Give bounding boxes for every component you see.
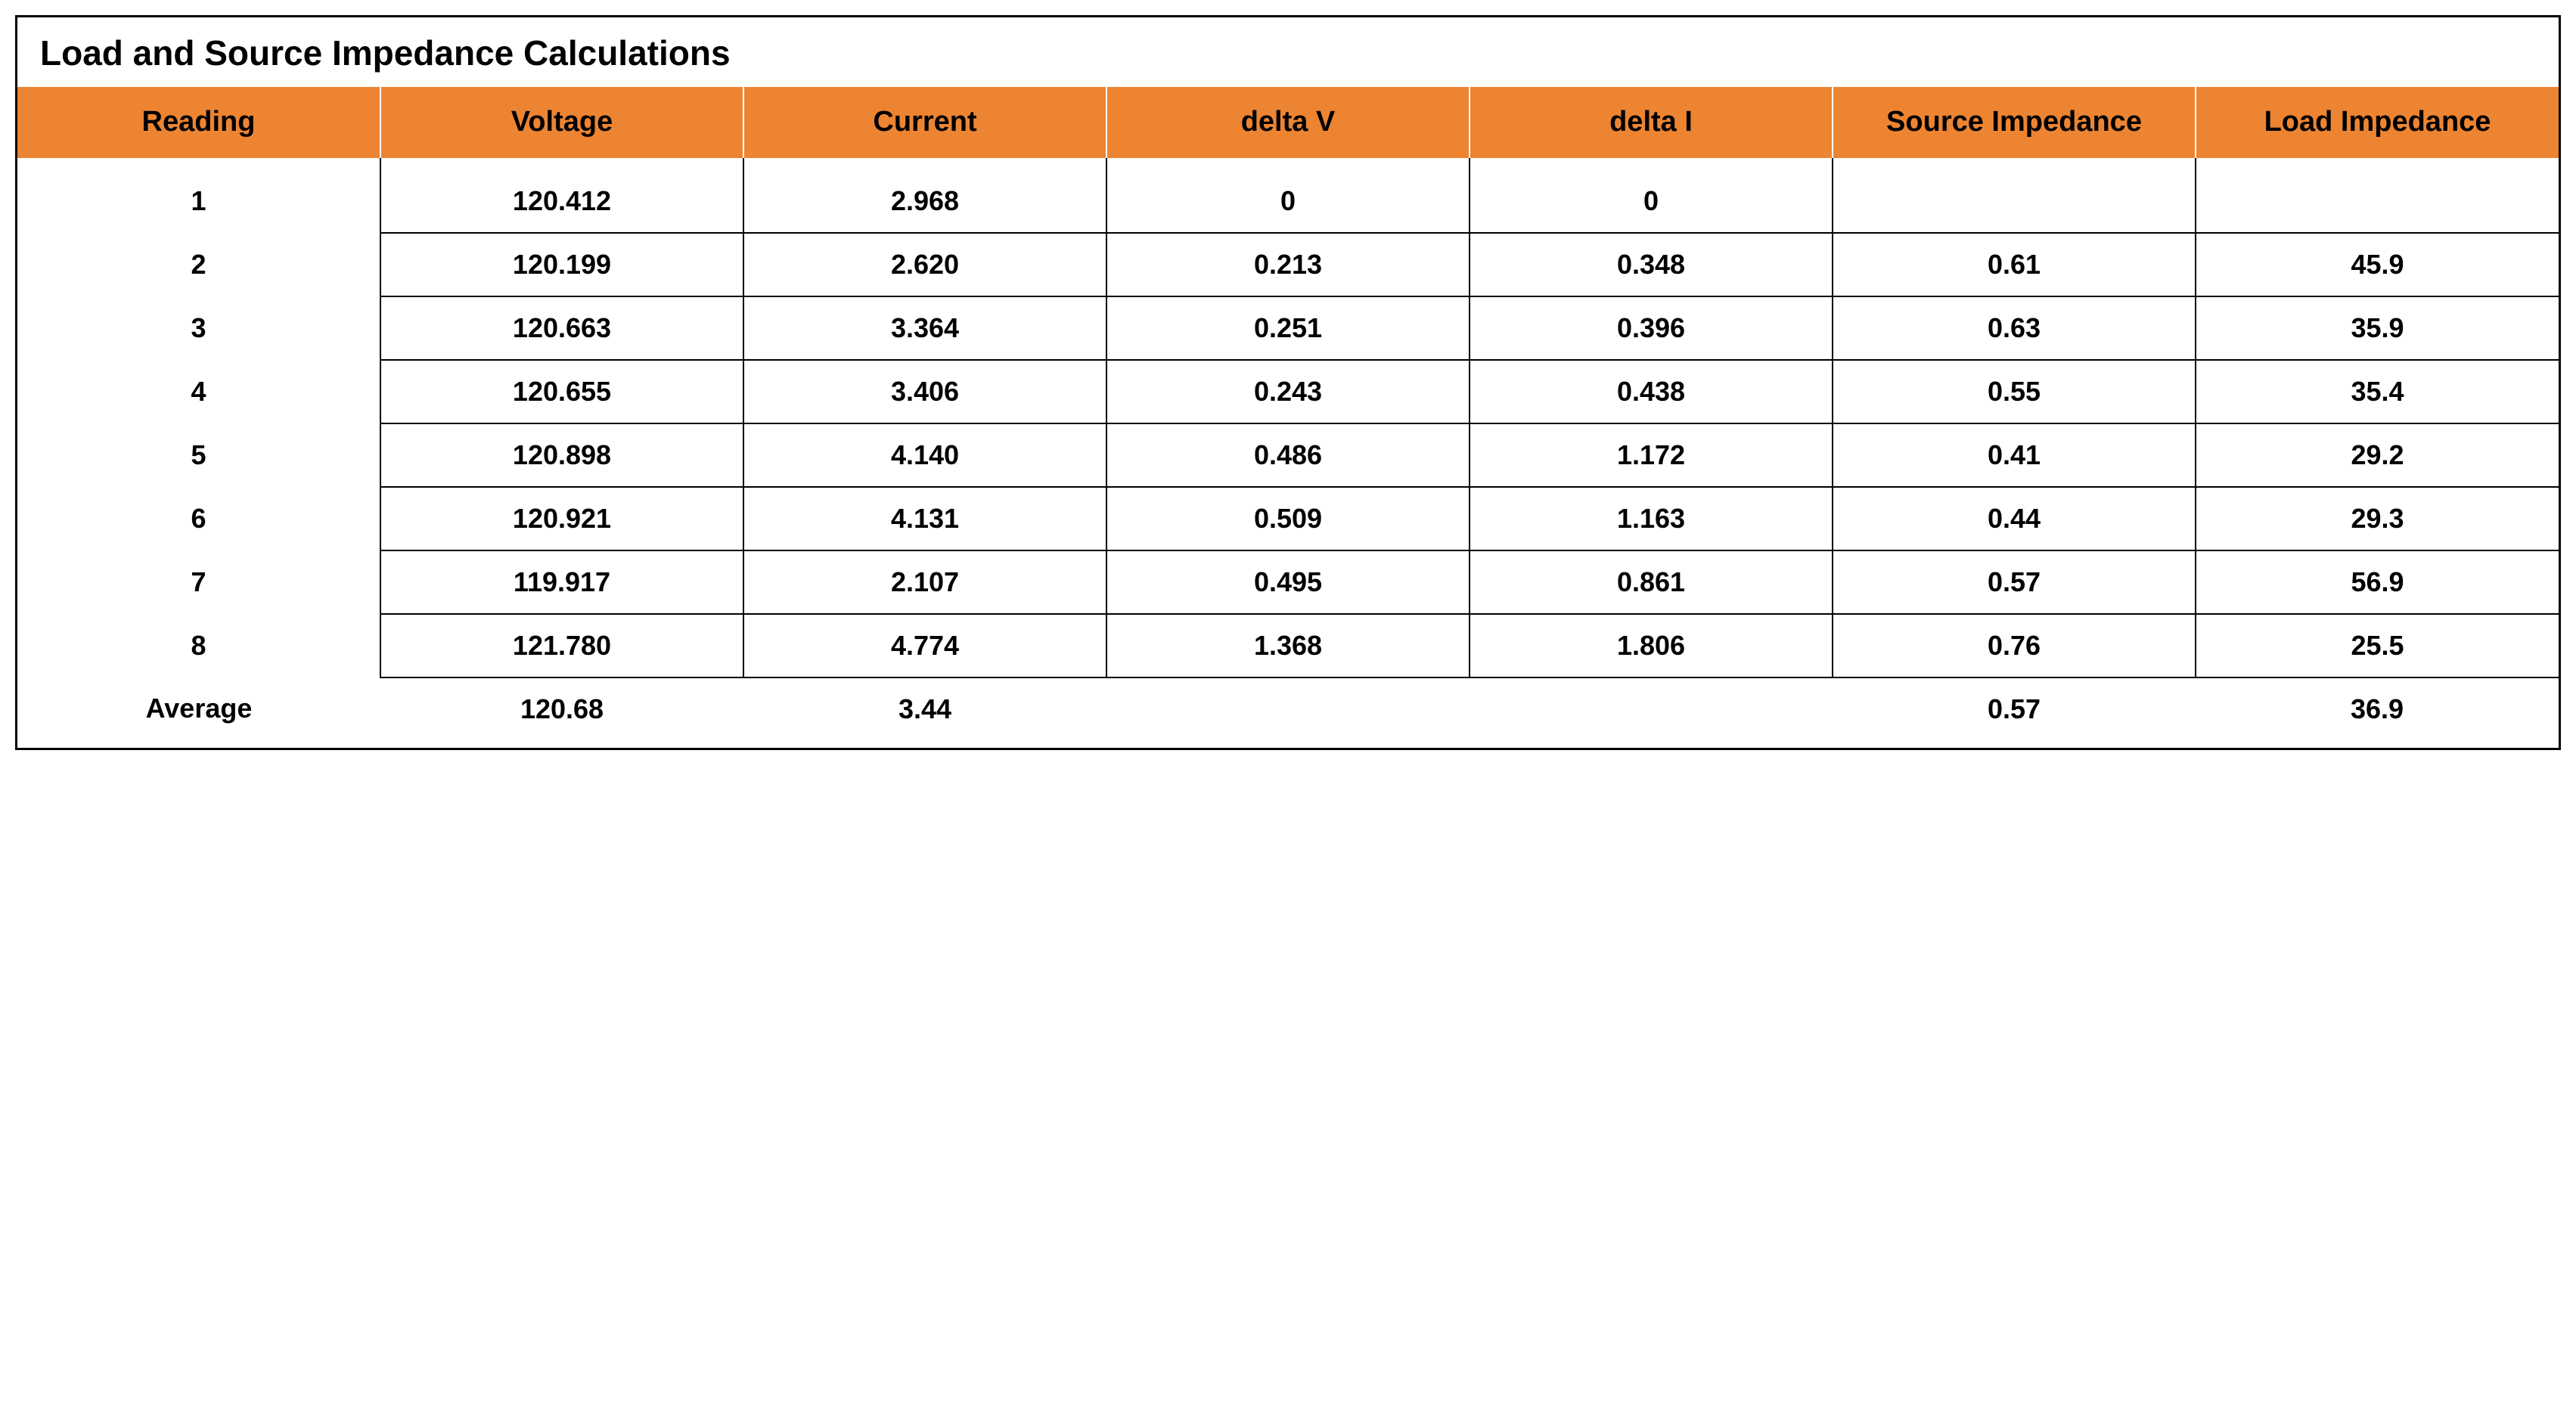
table-row: 4 120.655 3.406 0.243 0.438 0.55 35.4 xyxy=(17,360,2559,423)
cell-current: 3.364 xyxy=(743,296,1106,360)
cell-load-impedance: 29.2 xyxy=(2196,423,2559,487)
cell-voltage: 119.917 xyxy=(380,550,743,614)
col-source-impedance: Source Impedance xyxy=(1833,87,2196,158)
table-row: 2 120.199 2.620 0.213 0.348 0.61 45.9 xyxy=(17,233,2559,296)
table-title: Load and Source Impedance Calculations xyxy=(17,17,2559,87)
cell-voltage: 120.199 xyxy=(380,233,743,296)
cell-delta-v: 0.495 xyxy=(1106,550,1470,614)
cell-delta-i: 0.396 xyxy=(1470,296,1833,360)
impedance-table: Reading Voltage Current delta V delta I … xyxy=(17,87,2559,748)
avg-load-impedance: 36.9 xyxy=(2196,677,2559,748)
table-row: 3 120.663 3.364 0.251 0.396 0.63 35.9 xyxy=(17,296,2559,360)
cell-current: 3.406 xyxy=(743,360,1106,423)
avg-source-impedance: 0.57 xyxy=(1833,677,2196,748)
cell-delta-i: 0.438 xyxy=(1470,360,1833,423)
cell-current: 2.968 xyxy=(743,170,1106,233)
avg-delta-i xyxy=(1470,677,1833,748)
cell-current: 4.140 xyxy=(743,423,1106,487)
cell-voltage: 120.655 xyxy=(380,360,743,423)
cell-delta-i: 0 xyxy=(1470,170,1833,233)
cell-source-impedance xyxy=(1833,170,2196,233)
cell-reading: 3 xyxy=(17,296,380,360)
cell-delta-i: 0.348 xyxy=(1470,233,1833,296)
cell-load-impedance: 35.4 xyxy=(2196,360,2559,423)
col-delta-v: delta V xyxy=(1106,87,1470,158)
cell-load-impedance: 25.5 xyxy=(2196,614,2559,677)
cell-delta-v: 0.509 xyxy=(1106,487,1470,550)
cell-delta-v: 0.251 xyxy=(1106,296,1470,360)
cell-load-impedance: 29.3 xyxy=(2196,487,2559,550)
cell-current: 2.620 xyxy=(743,233,1106,296)
average-row: Average 120.68 3.44 0.57 36.9 xyxy=(17,677,2559,748)
cell-voltage: 120.898 xyxy=(380,423,743,487)
avg-current: 3.44 xyxy=(743,677,1106,748)
table-row: 7 119.917 2.107 0.495 0.861 0.57 56.9 xyxy=(17,550,2559,614)
table-row: 5 120.898 4.140 0.486 1.172 0.41 29.2 xyxy=(17,423,2559,487)
cell-delta-v: 1.368 xyxy=(1106,614,1470,677)
cell-delta-i: 1.172 xyxy=(1470,423,1833,487)
cell-reading: 2 xyxy=(17,233,380,296)
cell-voltage: 120.921 xyxy=(380,487,743,550)
cell-delta-i: 0.861 xyxy=(1470,550,1833,614)
cell-reading: 1 xyxy=(17,170,380,233)
col-current: Current xyxy=(743,87,1106,158)
table-row: 1 120.412 2.968 0 0 xyxy=(17,170,2559,233)
cell-delta-v: 0.243 xyxy=(1106,360,1470,423)
cell-current: 2.107 xyxy=(743,550,1106,614)
cell-delta-v: 0.486 xyxy=(1106,423,1470,487)
cell-source-impedance: 0.55 xyxy=(1833,360,2196,423)
col-delta-i: delta I xyxy=(1470,87,1833,158)
spacer-row xyxy=(17,158,2559,170)
col-voltage: Voltage xyxy=(380,87,743,158)
cell-reading: 5 xyxy=(17,423,380,487)
avg-delta-v xyxy=(1106,677,1470,748)
cell-load-impedance: 45.9 xyxy=(2196,233,2559,296)
cell-source-impedance: 0.57 xyxy=(1833,550,2196,614)
cell-voltage: 120.412 xyxy=(380,170,743,233)
cell-load-impedance: 56.9 xyxy=(2196,550,2559,614)
cell-source-impedance: 0.44 xyxy=(1833,487,2196,550)
col-reading: Reading xyxy=(17,87,380,158)
cell-source-impedance: 0.76 xyxy=(1833,614,2196,677)
cell-reading: 8 xyxy=(17,614,380,677)
avg-voltage: 120.68 xyxy=(380,677,743,748)
header-row: Reading Voltage Current delta V delta I … xyxy=(17,87,2559,158)
cell-delta-v: 0.213 xyxy=(1106,233,1470,296)
cell-source-impedance: 0.41 xyxy=(1833,423,2196,487)
cell-delta-i: 1.806 xyxy=(1470,614,1833,677)
table-row: 6 120.921 4.131 0.509 1.163 0.44 29.3 xyxy=(17,487,2559,550)
cell-current: 4.774 xyxy=(743,614,1106,677)
cell-delta-i: 1.163 xyxy=(1470,487,1833,550)
col-load-impedance: Load Impedance xyxy=(2196,87,2559,158)
cell-delta-v: 0 xyxy=(1106,170,1470,233)
cell-voltage: 121.780 xyxy=(380,614,743,677)
table-row: 8 121.780 4.774 1.368 1.806 0.76 25.5 xyxy=(17,614,2559,677)
cell-load-impedance xyxy=(2196,170,2559,233)
cell-reading: 7 xyxy=(17,550,380,614)
cell-reading: 4 xyxy=(17,360,380,423)
cell-voltage: 120.663 xyxy=(380,296,743,360)
table-container: Load and Source Impedance Calculations R… xyxy=(15,15,2561,750)
cell-source-impedance: 0.63 xyxy=(1833,296,2196,360)
cell-current: 4.131 xyxy=(743,487,1106,550)
cell-reading: 6 xyxy=(17,487,380,550)
cell-source-impedance: 0.61 xyxy=(1833,233,2196,296)
cell-load-impedance: 35.9 xyxy=(2196,296,2559,360)
avg-label: Average xyxy=(17,677,380,748)
